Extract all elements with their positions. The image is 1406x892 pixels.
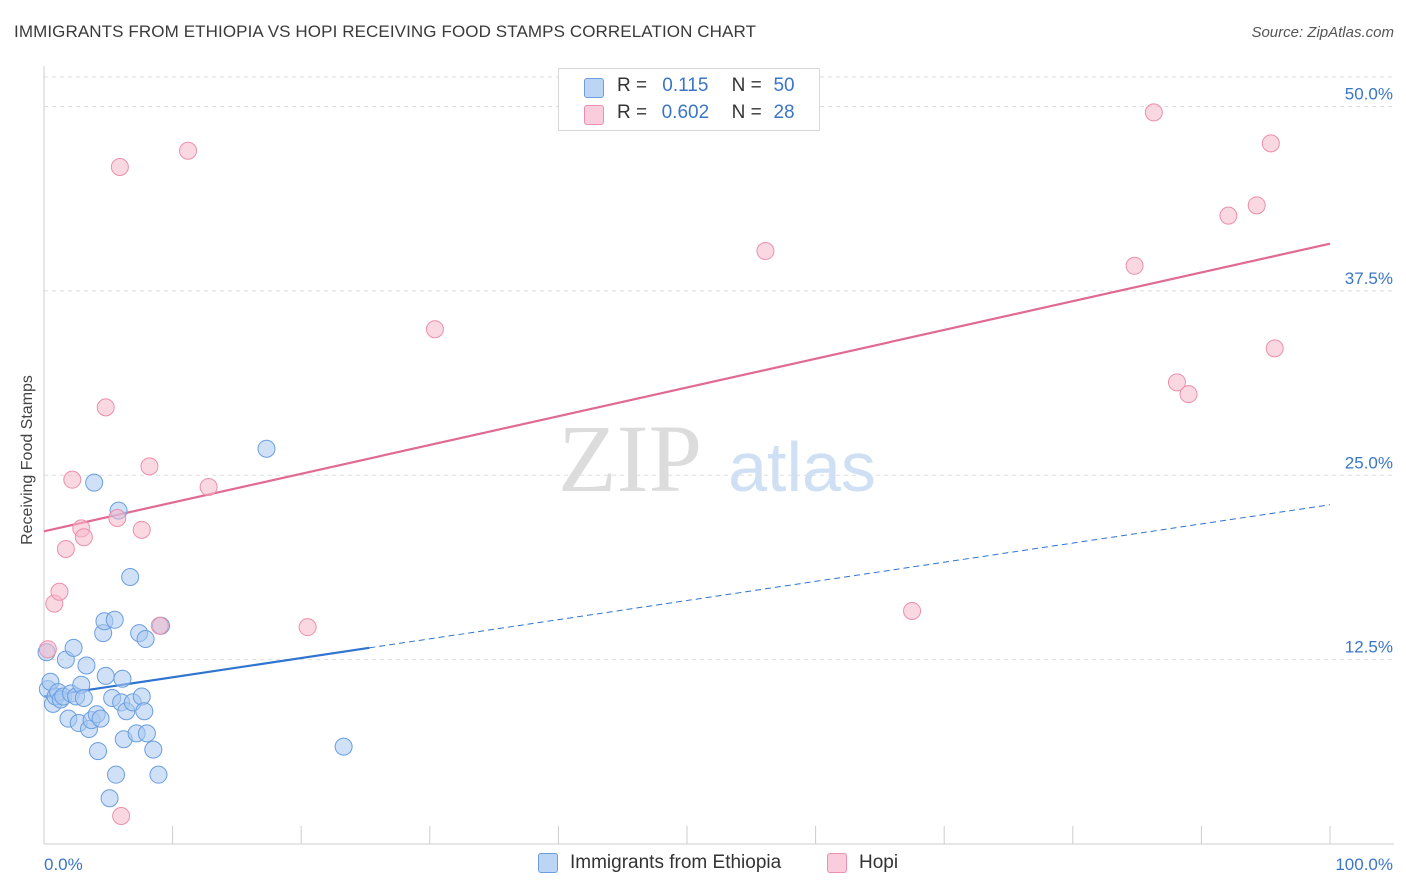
- point-ethiopia: [64, 638, 83, 657]
- point-ethiopia: [144, 740, 163, 759]
- point-hopi: [179, 141, 198, 160]
- point-ethiopia: [85, 473, 104, 492]
- point-ethiopia: [113, 669, 132, 688]
- legend-r-value-hopi: 0.602: [661, 102, 710, 123]
- point-ethiopia: [121, 568, 140, 587]
- bottom-legend-label-hopi: Hopi: [859, 852, 899, 873]
- trend-line-ethiopia: [43, 646, 370, 698]
- point-hopi: [112, 806, 131, 825]
- point-hopi: [1265, 339, 1284, 358]
- legend-n-value-ethiopia: 50: [773, 75, 795, 96]
- point-ethiopia: [100, 789, 119, 808]
- x-tick-label-min: 0.0%: [44, 855, 83, 874]
- y-tick-label: 12.5%: [1345, 638, 1393, 657]
- chart-title: IMMIGRANTS FROM ETHIOPIA VS HOPI RECEIVI…: [14, 22, 757, 41]
- point-ethiopia: [149, 765, 168, 784]
- legend-r-label: R =: [617, 75, 653, 96]
- point-hopi: [110, 157, 129, 176]
- point-ethiopia: [334, 737, 353, 756]
- point-hopi: [756, 242, 775, 261]
- point-ethiopia: [107, 765, 126, 784]
- trend-line-hopi: [43, 242, 1331, 533]
- legend-n-label: N =: [731, 102, 768, 123]
- point-ethiopia: [257, 439, 276, 458]
- legend-n-value-hopi: 28: [773, 102, 795, 123]
- grid-lines: [44, 76, 1394, 661]
- point-hopi: [1144, 103, 1163, 122]
- point-hopi: [63, 470, 82, 489]
- source-label: Source: ZipAtlas.com: [1251, 24, 1394, 41]
- point-hopi: [132, 520, 151, 539]
- correlation-legend: R = 0.115 N = 50 R = 0.602 N = 28: [558, 68, 820, 131]
- point-ethiopia: [137, 724, 156, 743]
- y-axis-label: Receiving Food Stamps: [19, 375, 36, 545]
- y-tick-label: 37.5%: [1345, 269, 1393, 288]
- data-points: [37, 103, 1284, 825]
- axes: [43, 66, 1394, 845]
- point-hopi: [903, 601, 922, 620]
- point-hopi: [50, 582, 69, 601]
- point-ethiopia: [74, 688, 93, 707]
- bottom-legend-swatch-ethiopia: [538, 853, 558, 873]
- legend-r-value-ethiopia: 0.115: [662, 75, 709, 96]
- point-ethiopia: [77, 656, 96, 675]
- point-ethiopia: [132, 687, 151, 706]
- point-hopi: [1219, 206, 1238, 225]
- point-hopi: [1125, 256, 1144, 275]
- point-hopi: [150, 616, 169, 635]
- point-hopi: [298, 618, 317, 637]
- point-ethiopia: [91, 709, 110, 728]
- point-hopi: [1247, 196, 1266, 215]
- point-ethiopia: [96, 666, 115, 685]
- point-hopi: [1167, 373, 1186, 392]
- legend-n-label: N =: [731, 75, 768, 96]
- legend-swatch-hopi: [584, 105, 604, 125]
- y-tick-label: 25.0%: [1345, 453, 1393, 472]
- legend-swatch-ethiopia: [584, 78, 604, 98]
- watermark-atlas: atlas: [728, 428, 876, 506]
- legend-r-label: R =: [617, 102, 653, 123]
- watermark: ZIP atlas: [558, 405, 876, 512]
- point-hopi: [1261, 134, 1280, 153]
- point-hopi: [140, 457, 159, 476]
- point-hopi: [425, 320, 444, 339]
- point-hopi: [74, 528, 93, 547]
- point-hopi: [96, 398, 115, 417]
- trend-lines: [43, 242, 1331, 698]
- bottom-legend-swatch-hopi: [827, 853, 847, 873]
- point-hopi: [38, 640, 57, 659]
- point-hopi: [108, 509, 127, 528]
- point-ethiopia: [89, 742, 108, 761]
- point-hopi: [56, 540, 75, 558]
- point-hopi: [199, 478, 218, 497]
- watermark-zip: ZIP: [558, 405, 702, 512]
- point-ethiopia: [105, 610, 124, 629]
- tick-labels: 12.5% 25.0% 37.5% 50.0% 0.0% 100.0%: [44, 85, 1393, 875]
- point-hopi: [1179, 385, 1198, 404]
- point-ethiopia: [136, 629, 155, 648]
- y-tick-label: 50.0%: [1345, 85, 1393, 104]
- bottom-legend-label-ethiopia: Immigrants from Ethiopia: [570, 852, 782, 873]
- trend-line-ethiopia-extension: [369, 504, 1331, 649]
- point-ethiopia: [135, 702, 154, 721]
- x-tick-label-max: 100.0%: [1335, 855, 1393, 874]
